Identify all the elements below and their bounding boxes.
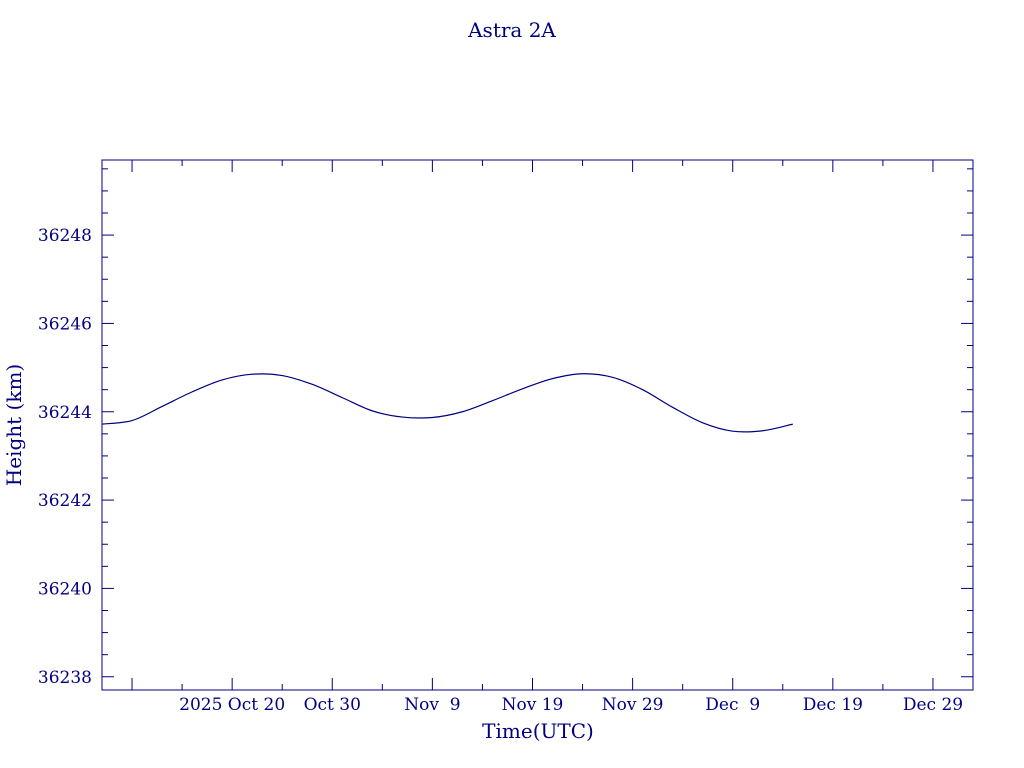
y-axis-label: Height (km) [2,364,26,486]
y-tick-label: 36240 [38,579,92,599]
y-tick-label: 36242 [38,491,92,511]
x-tick-label: Nov 19 [502,695,564,715]
x-tick-label: Nov 9 [404,695,460,715]
series-line [101,373,793,433]
y-tick-label: 36244 [38,403,92,423]
plot-frame [101,159,974,691]
chart-title: Astra 2A [467,18,556,42]
x-tick-labels: 2025 Oct 20 Oct 30 Nov 9 Nov 19 Nov 29 Dec 9 D… [179,695,963,715]
x-tick-label: Oct 30 [304,695,361,715]
y-tick-labels: 36238 36240 36242 36244 36246 36248 [38,226,92,688]
x-tick-label: Dec 9 [705,695,760,715]
x-tick-label: Dec 29 [903,695,963,715]
x-tick-label: 2025 Oct 20 [179,695,285,715]
x-tick-label: Dec 19 [803,695,863,715]
y-tick-label: 36238 [38,668,92,688]
x-tick-label: Nov 29 [602,695,664,715]
y-tick-label: 36246 [38,314,92,334]
y-tick-label: 36248 [38,226,92,246]
axis-ticks [102,160,973,690]
x-axis-label: Time(UTC) [482,719,594,743]
